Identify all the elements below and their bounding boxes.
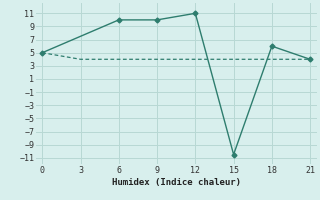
X-axis label: Humidex (Indice chaleur): Humidex (Indice chaleur) — [112, 178, 241, 187]
